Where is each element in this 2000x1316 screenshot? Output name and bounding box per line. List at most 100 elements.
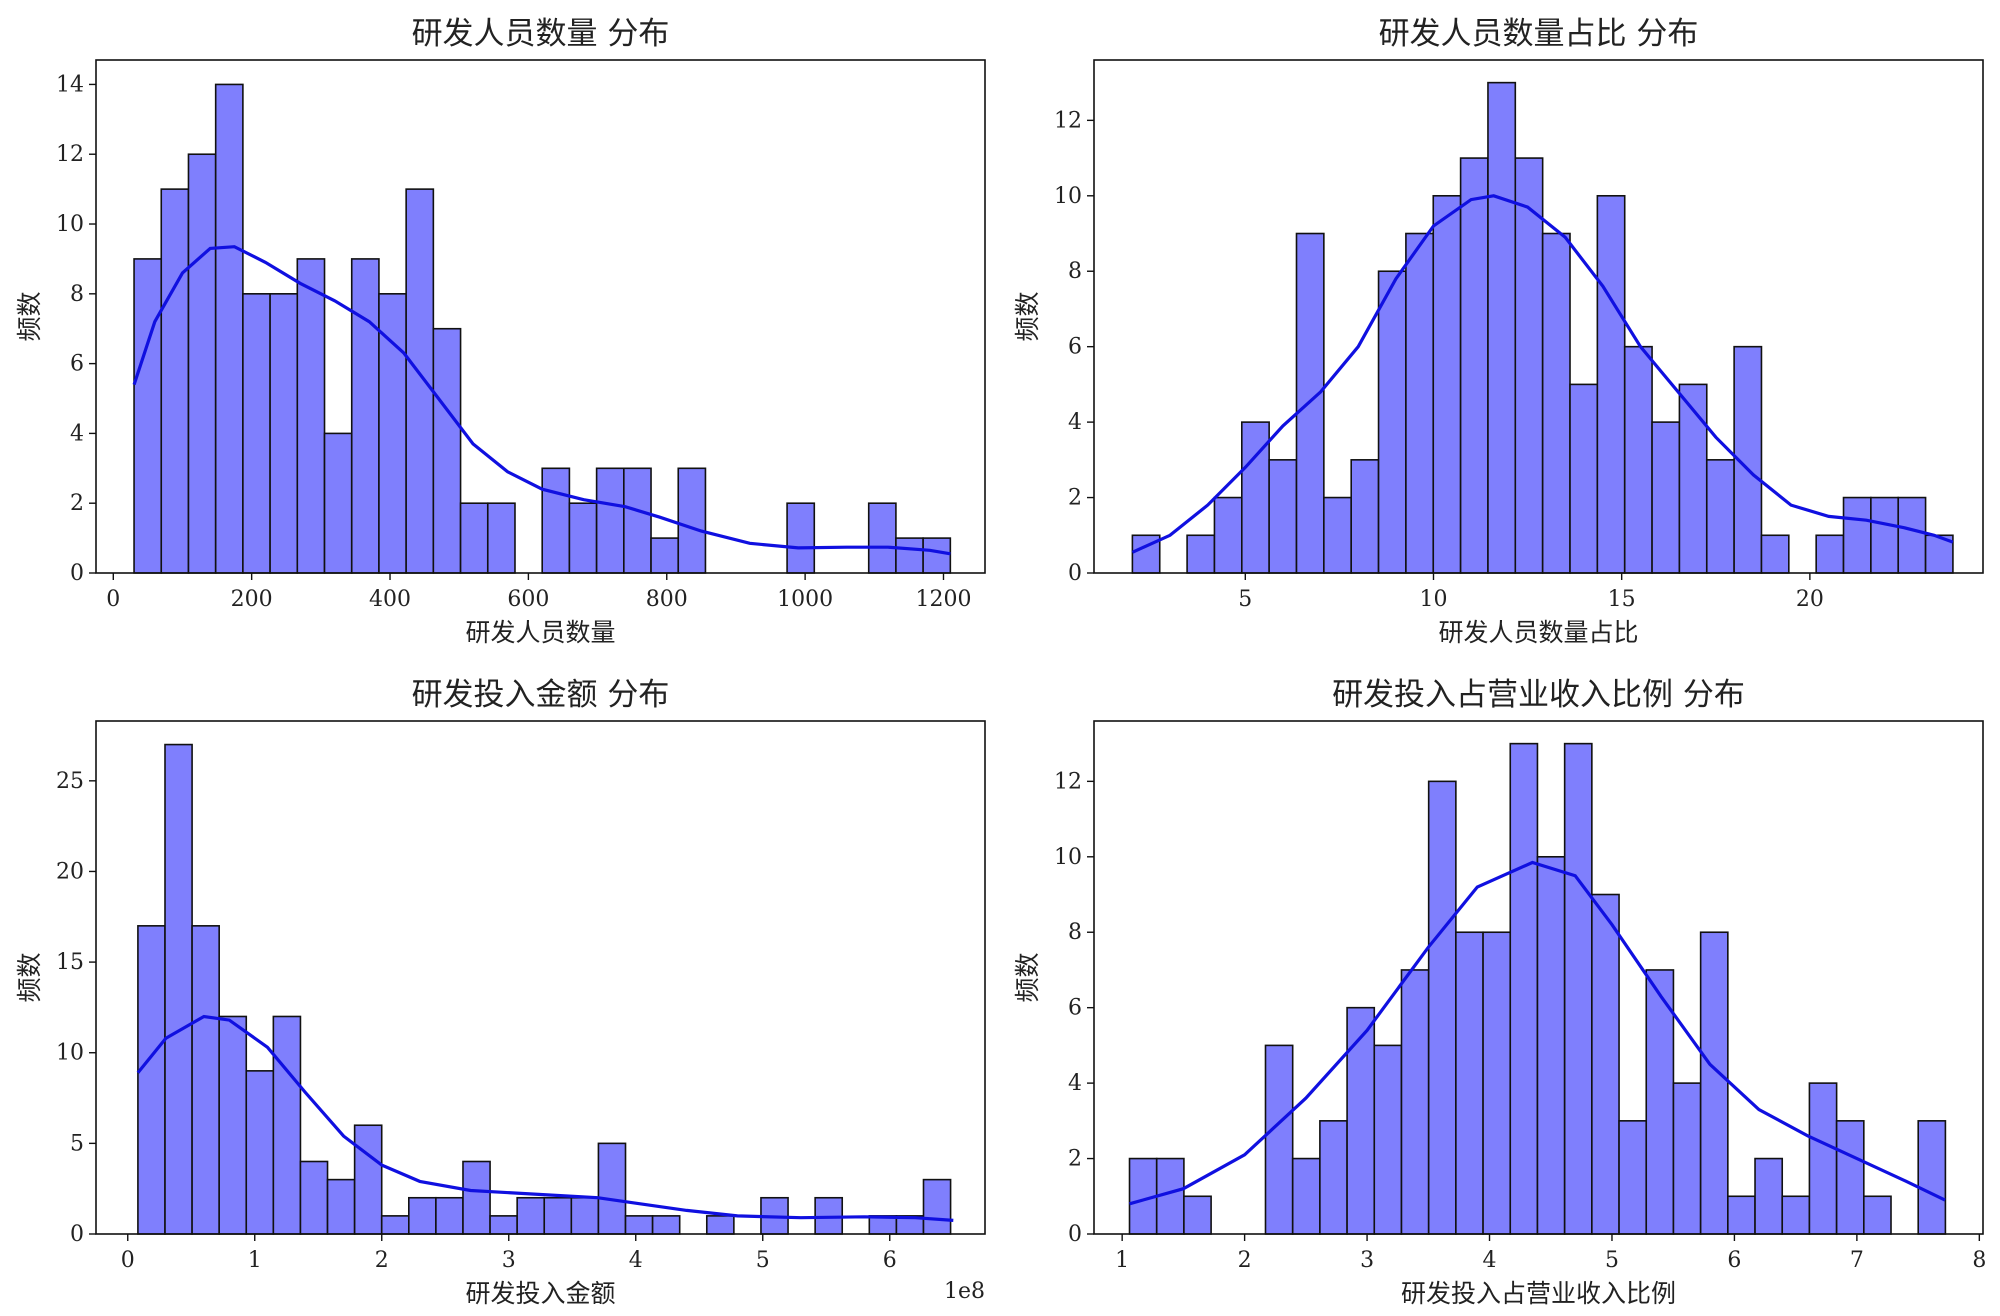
histogram-bar <box>191 925 220 1235</box>
chart-title: 研发投入金额 分布 <box>412 677 670 713</box>
y-tick-label: 4 <box>70 421 84 446</box>
histogram-bar <box>1651 421 1681 574</box>
histogram-bar <box>489 1215 518 1235</box>
histogram-bar <box>1842 496 1872 574</box>
histogram-bar <box>187 153 217 574</box>
y-axis-label: 频数 <box>1013 291 1042 341</box>
y-tick-label: 2 <box>1068 1147 1082 1172</box>
histogram-bar <box>786 502 816 574</box>
histogram-bar <box>326 1178 356 1235</box>
panel-4: 研发投入占营业收入比例 分布 研发投入占营业收入比例 频数 1 2 3 4 5 6 7 802… <box>1013 677 1986 1308</box>
histogram-bar <box>1186 534 1216 574</box>
x-tick-label: 5 <box>756 1248 770 1273</box>
x-tick-label: 600 <box>507 587 549 612</box>
histogram-bar <box>408 1196 437 1235</box>
histogram-bar <box>1618 1120 1648 1235</box>
chart-title: 研发人员数量占比 分布 <box>1379 16 1699 52</box>
y-tick-label: 6 <box>1068 996 1082 1021</box>
histogram-bar <box>160 188 190 574</box>
y-tick-label: 10 <box>56 1041 84 1066</box>
x-tick-label: 6 <box>883 1248 897 1273</box>
histogram-bar <box>1291 1157 1321 1235</box>
histogram-bar <box>1541 232 1571 574</box>
histogram-bars <box>1131 81 1954 574</box>
histogram-bar <box>1350 459 1380 574</box>
histogram-bar <box>1400 969 1430 1235</box>
histogram-bar <box>867 502 897 574</box>
histogram-bar <box>1623 345 1653 574</box>
histogram-bar <box>405 188 435 574</box>
histogram-bar <box>218 1015 248 1235</box>
histogram-bar <box>1917 1120 1947 1235</box>
x-tick-label: 8 <box>1972 1248 1986 1273</box>
histogram-bar <box>462 1160 491 1235</box>
y-axis-label: 频数 <box>15 952 44 1002</box>
histogram-bar <box>705 1215 735 1235</box>
histogram-bar <box>541 467 571 574</box>
histogram-bar <box>435 1196 464 1235</box>
x-axis-offset-label: 1e8 <box>944 1279 985 1304</box>
x-tick-label: 2 <box>375 1248 389 1273</box>
histogram-bar <box>269 293 299 574</box>
y-tick-label: 10 <box>1054 184 1082 209</box>
histogram-bar <box>1815 534 1845 574</box>
histogram-bars <box>1128 742 1947 1235</box>
histogram-bar <box>1323 496 1353 574</box>
histogram-bar <box>1432 194 1462 574</box>
y-axis-label: 频数 <box>1013 952 1042 1002</box>
x-tick-label: 0 <box>106 587 120 612</box>
x-tick-label: 15 <box>1608 587 1636 612</box>
x-axis-label: 研发投入金额 <box>465 1279 615 1308</box>
y-tick-label: 14 <box>56 72 84 97</box>
y-tick-label: 20 <box>56 859 84 884</box>
y-tick-label: 4 <box>1068 1071 1082 1096</box>
x-axis-label: 研发人员数量占比 <box>1438 618 1638 647</box>
histogram-bar <box>595 467 625 574</box>
plot-frame <box>1093 720 1984 1235</box>
histogram-bar <box>922 537 952 574</box>
histogram-bar <box>922 1178 952 1235</box>
y-tick-label: 0 <box>1068 1222 1082 1247</box>
histogram-bar <box>650 537 680 574</box>
y-tick-label: 8 <box>70 282 84 307</box>
x-tick-label: 1 <box>1115 1248 1129 1273</box>
x-tick-label: 7 <box>1850 1248 1864 1273</box>
histogram-bar <box>1808 1082 1838 1235</box>
histogram-bars <box>137 743 952 1235</box>
histogram-bar <box>380 1215 410 1235</box>
histogram-bar <box>353 1124 383 1235</box>
plot-frame <box>1093 59 1984 574</box>
histogram-bar <box>624 1215 654 1235</box>
histogram-bar <box>378 293 407 574</box>
panel-3: 研发投入金额 分布 研发投入金额 频数 1e8 0 1 2 3 4 5 6 0 5 10 15 20 2… <box>15 677 986 1308</box>
histogram-bar <box>1754 1157 1784 1235</box>
x-tick-label: 3 <box>1360 1248 1374 1273</box>
y-tick-label: 0 <box>1068 561 1082 586</box>
kde-curve <box>132 245 951 556</box>
histogram-bar <box>1863 1195 1892 1235</box>
chart-title: 研发人员数量 分布 <box>412 16 670 52</box>
histogram-bar <box>1346 1006 1376 1235</box>
y-tick-label: 0 <box>70 1222 84 1247</box>
x-tick-label: 10 <box>1419 587 1447 612</box>
y-tick-label: 25 <box>56 769 84 794</box>
x-axis-label: 研发人员数量 <box>465 618 615 647</box>
y-tick-label: 12 <box>1054 108 1082 133</box>
y-tick-label: 12 <box>56 142 84 167</box>
histogram-bar <box>1678 383 1708 574</box>
histogram-bar <box>1377 270 1407 574</box>
histogram-bar <box>677 467 707 574</box>
histogram-bar <box>1183 1195 1212 1235</box>
x-tick-label: 6 <box>1727 1248 1741 1273</box>
y-tick-label: 5 <box>70 1131 84 1156</box>
histogram-bar <box>299 1160 329 1235</box>
x-tick-label: 5 <box>1605 1248 1619 1273</box>
histogram-bar <box>1781 1195 1811 1235</box>
y-axis-label: 频数 <box>15 291 44 341</box>
chart-title: 研发投入占营业收入比例 分布 <box>1332 677 1745 713</box>
kde-curve <box>1129 860 1946 1206</box>
histogram-bar <box>516 1196 546 1235</box>
histogram-bar <box>137 925 166 1235</box>
histogram-bar <box>1514 157 1544 574</box>
histogram-bars <box>133 83 952 574</box>
